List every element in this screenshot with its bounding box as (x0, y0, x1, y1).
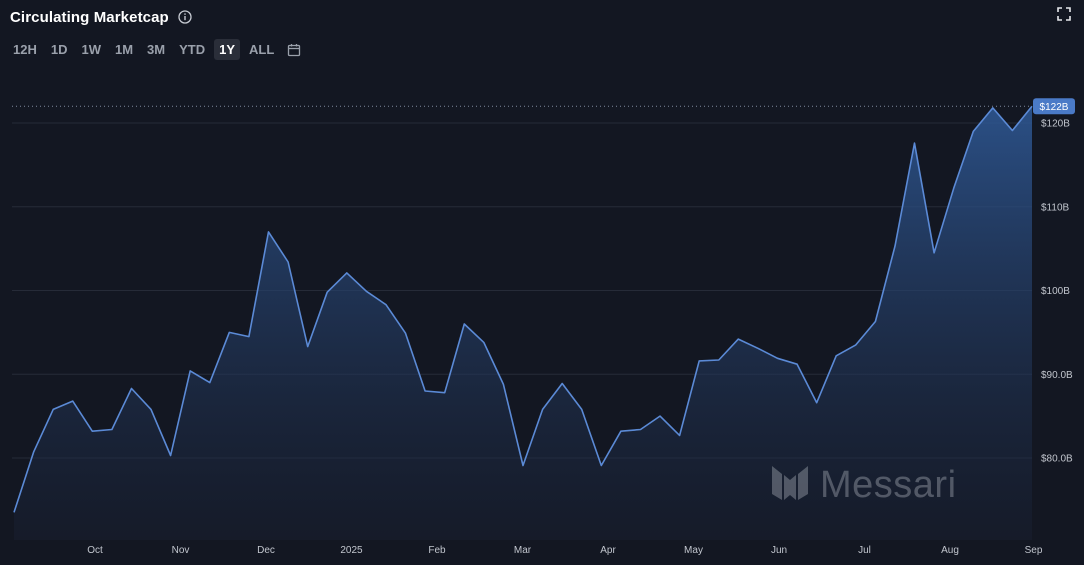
x-tick-label: Aug (941, 545, 959, 556)
range-12h-button[interactable]: 12H (13, 42, 37, 57)
range-1d-button[interactable]: 1D (50, 42, 68, 57)
x-tick-label: 2025 (340, 545, 363, 556)
area-fill (14, 106, 1032, 541)
range-1w-button[interactable]: 1W (81, 42, 101, 57)
x-tick-label: Feb (428, 545, 446, 556)
y-axis: $80.0B $90.0B $100B $110B $120B (1041, 119, 1073, 465)
y-tick-label: $80.0B (1041, 454, 1073, 465)
x-tick-label: Mar (514, 545, 532, 556)
range-all-button[interactable]: ALL (249, 42, 275, 57)
info-icon[interactable] (177, 9, 193, 25)
y-tick-label: $100B (1041, 286, 1070, 297)
watermark-text: Messari (820, 464, 957, 506)
last-value-badge (1033, 98, 1075, 115)
x-tick-label: Jul (858, 545, 871, 556)
range-ytd-button[interactable]: YTD (179, 42, 206, 57)
x-tick-label: Apr (600, 545, 616, 556)
last-value-text: $122B (1040, 102, 1069, 113)
x-tick-label: Sep (1025, 545, 1043, 556)
expand-icon[interactable] (1056, 6, 1072, 22)
x-tick-label: May (684, 545, 703, 556)
calendar-icon[interactable] (285, 41, 303, 59)
range-3m-button[interactable]: 3M (147, 42, 166, 57)
x-tick-label: Oct (87, 545, 103, 556)
last-value-label: $122B (1033, 98, 1075, 115)
range-1y-button[interactable]: 1Y (214, 39, 241, 60)
x-axis: Oct Nov Dec 2025 Feb Mar Apr May Jun Jul Aug Sep (87, 545, 1043, 556)
range-1m-button[interactable]: 1M (114, 42, 134, 57)
x-tick-label: Dec (257, 545, 275, 556)
x-tick-label: Jun (771, 545, 787, 556)
y-tick-label: $110B (1041, 202, 1070, 213)
chart-header: Circulating Marketcap (10, 6, 193, 28)
series-line (13, 105, 1033, 513)
y-tick-label: $90.0B (1041, 370, 1073, 381)
chart-title: Circulating Marketcap (10, 8, 169, 26)
messari-watermark: Messari (770, 464, 957, 507)
y-tick-label: $120B (1041, 119, 1070, 130)
messari-logo-icon (770, 464, 810, 507)
time-range-selector: 12H 1D 1W 1M 3M YTD 1Y ALL (8, 39, 303, 60)
x-tick-label: Nov (172, 545, 190, 556)
